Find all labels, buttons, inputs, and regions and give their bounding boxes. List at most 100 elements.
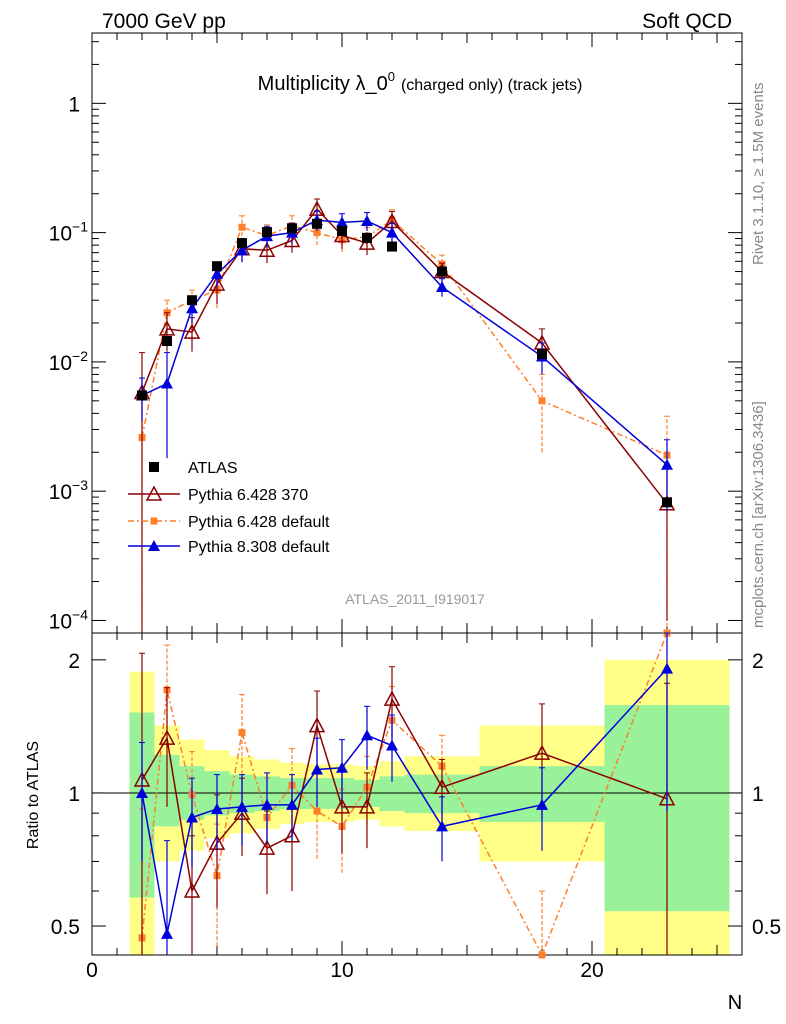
x-axis-label: N [728,992,742,1014]
main-series-line-2 [141,219,668,456]
chart-title-main: Multiplicity λ_0 [258,73,388,95]
ratio-point-1-4 [238,728,246,736]
ratio-point-2-0 [136,786,148,798]
ratio-point-2-13 [661,662,673,674]
ratio-point-2-6 [286,798,298,810]
ratio-point-2-2 [186,811,198,823]
main-point-3-10 [386,226,398,238]
band-inner-10 [379,776,405,812]
main-axis-ticks: 1 10−1 10−2 10−3 10−4 [49,33,743,633]
ratio-point-2-11 [436,820,448,832]
main-point-2-7 [313,229,321,237]
ratio-ylabel: Ratio to ATLAS [25,741,42,849]
legend-entry-2: Pythia 6.428 default [128,514,330,531]
main-point-3-4 [236,244,248,256]
ratio-point-0-6 [283,827,301,843]
chart-title: Multiplicity λ_00 (charged only) (track j… [258,69,583,95]
atlas-point-13 [662,497,672,508]
legend-marker-0 [149,462,159,472]
main-y-tick-label-4: 10−4 [49,606,89,633]
atlas-point-12 [537,349,547,360]
atlas-point-2 [187,295,197,306]
legend-entry-3: Pythia 8.308 default [128,539,330,556]
ratio-point-2-9 [361,729,373,741]
legend-label-1: Pythia 6.428 370 [188,487,308,504]
main-y-tick-label-3: 10−3 [49,477,89,504]
ratio-point-2-7 [311,763,323,775]
x-tick-label-0: 0 [86,959,98,982]
chart-title-suffix: (charged only) (track jets) [401,77,582,94]
ratio-point-2-10 [386,739,398,751]
ratio-y-tick-label-left-0: 0.5 [51,916,80,939]
atlas-point-9 [362,232,372,243]
header-right: Soft QCD [642,10,732,33]
main-y-tick-label-2: 10−2 [49,348,89,375]
x-tick-label-2: 20 [580,959,603,982]
ratio-point-2-4 [236,800,248,812]
main-point-3-13 [661,458,673,470]
atlas-point-10 [387,241,397,252]
atlas-point-4 [237,238,247,249]
main-series-atlas [137,218,672,508]
ratio-series-layer [133,629,676,959]
ratio-y-tick-label-right-0: 0.5 [752,916,781,939]
ratio-point-0-7 [308,717,326,733]
ratio-point-0-9 [358,798,376,814]
legend: ATLAS Pythia 6.428 370 Pythia 6.428 defaul… [128,460,330,556]
main-point-2-12 [538,397,546,405]
legend-label-2: Pythia 6.428 default [188,514,330,531]
ratio-y-tick-label-left-2: 2 [68,650,80,673]
ratio-point-2-3 [211,802,223,814]
ratio-point-1-12 [538,951,546,959]
ratio-point-0-10 [383,690,401,706]
atlas-point-7 [312,218,322,229]
ratio-point-2-12 [536,798,548,810]
ratio-point-2-1 [161,927,173,939]
main-point-3-8 [336,216,348,228]
main-y-tick-label-1: 10−1 [49,219,89,246]
atlas-point-8 [337,225,347,236]
header-left: 7000 GeV pp [102,10,226,33]
ratio-y-tick-label-right-1: 1 [752,783,764,806]
x-tick-label-1: 10 [330,959,353,982]
main-series-layer [133,198,676,633]
ratio-point-0-12 [533,744,551,760]
ratio-point-0-5 [258,839,276,855]
ratio-y-tick-label-right-2: 2 [752,650,764,673]
side-text-upper: Rivet 3.1.10, ≥ 1.5M events [750,83,767,266]
ratio-point-0-1 [158,729,176,745]
atlas-point-0 [137,390,147,401]
ratio-point-0-11 [433,778,451,795]
main-point-1-3 [208,275,226,291]
legend-label-0: ATLAS [188,460,238,477]
chart-title-sup: 0 [388,69,395,84]
main-point-3-1 [161,377,173,389]
ratio-series-2 [136,632,673,955]
main-y-tick-label-0: 1 [68,93,80,116]
watermark: ATLAS_2011_I919017 [345,591,485,607]
ratio-series-line-0 [141,697,668,894]
legend-marker-3 [148,540,160,551]
main-point-3-9 [361,214,373,226]
atlas-point-6 [287,223,297,234]
main-point-1-6 [283,231,301,248]
legend-label-3: Pythia 8.308 default [188,539,330,556]
legend-entry-1: Pythia 6.428 370 [128,485,308,504]
ratio-series-line-2 [141,668,668,935]
main-point-1-5 [258,241,276,258]
ratio-point-0-8 [333,798,351,814]
side-text-lower: mcplots.cern.ch [arXiv:1306.3436] [750,401,767,628]
main-point-3-3 [211,267,223,279]
atlas-point-5 [262,227,272,238]
ratio-point-2-5 [261,798,273,810]
main-series-line-1 [141,207,668,505]
atlas-point-3 [212,261,222,272]
ratio-point-1-7 [313,807,321,815]
ratio-y-tick-label-left-1: 1 [68,783,80,806]
legend-entry-0: ATLAS [149,460,238,477]
main-point-1-2 [183,323,201,339]
atlas-point-11 [437,266,447,277]
main-point-2-4 [238,223,246,231]
main-series-line-3 [141,219,668,466]
main-point-3-11 [436,280,448,292]
